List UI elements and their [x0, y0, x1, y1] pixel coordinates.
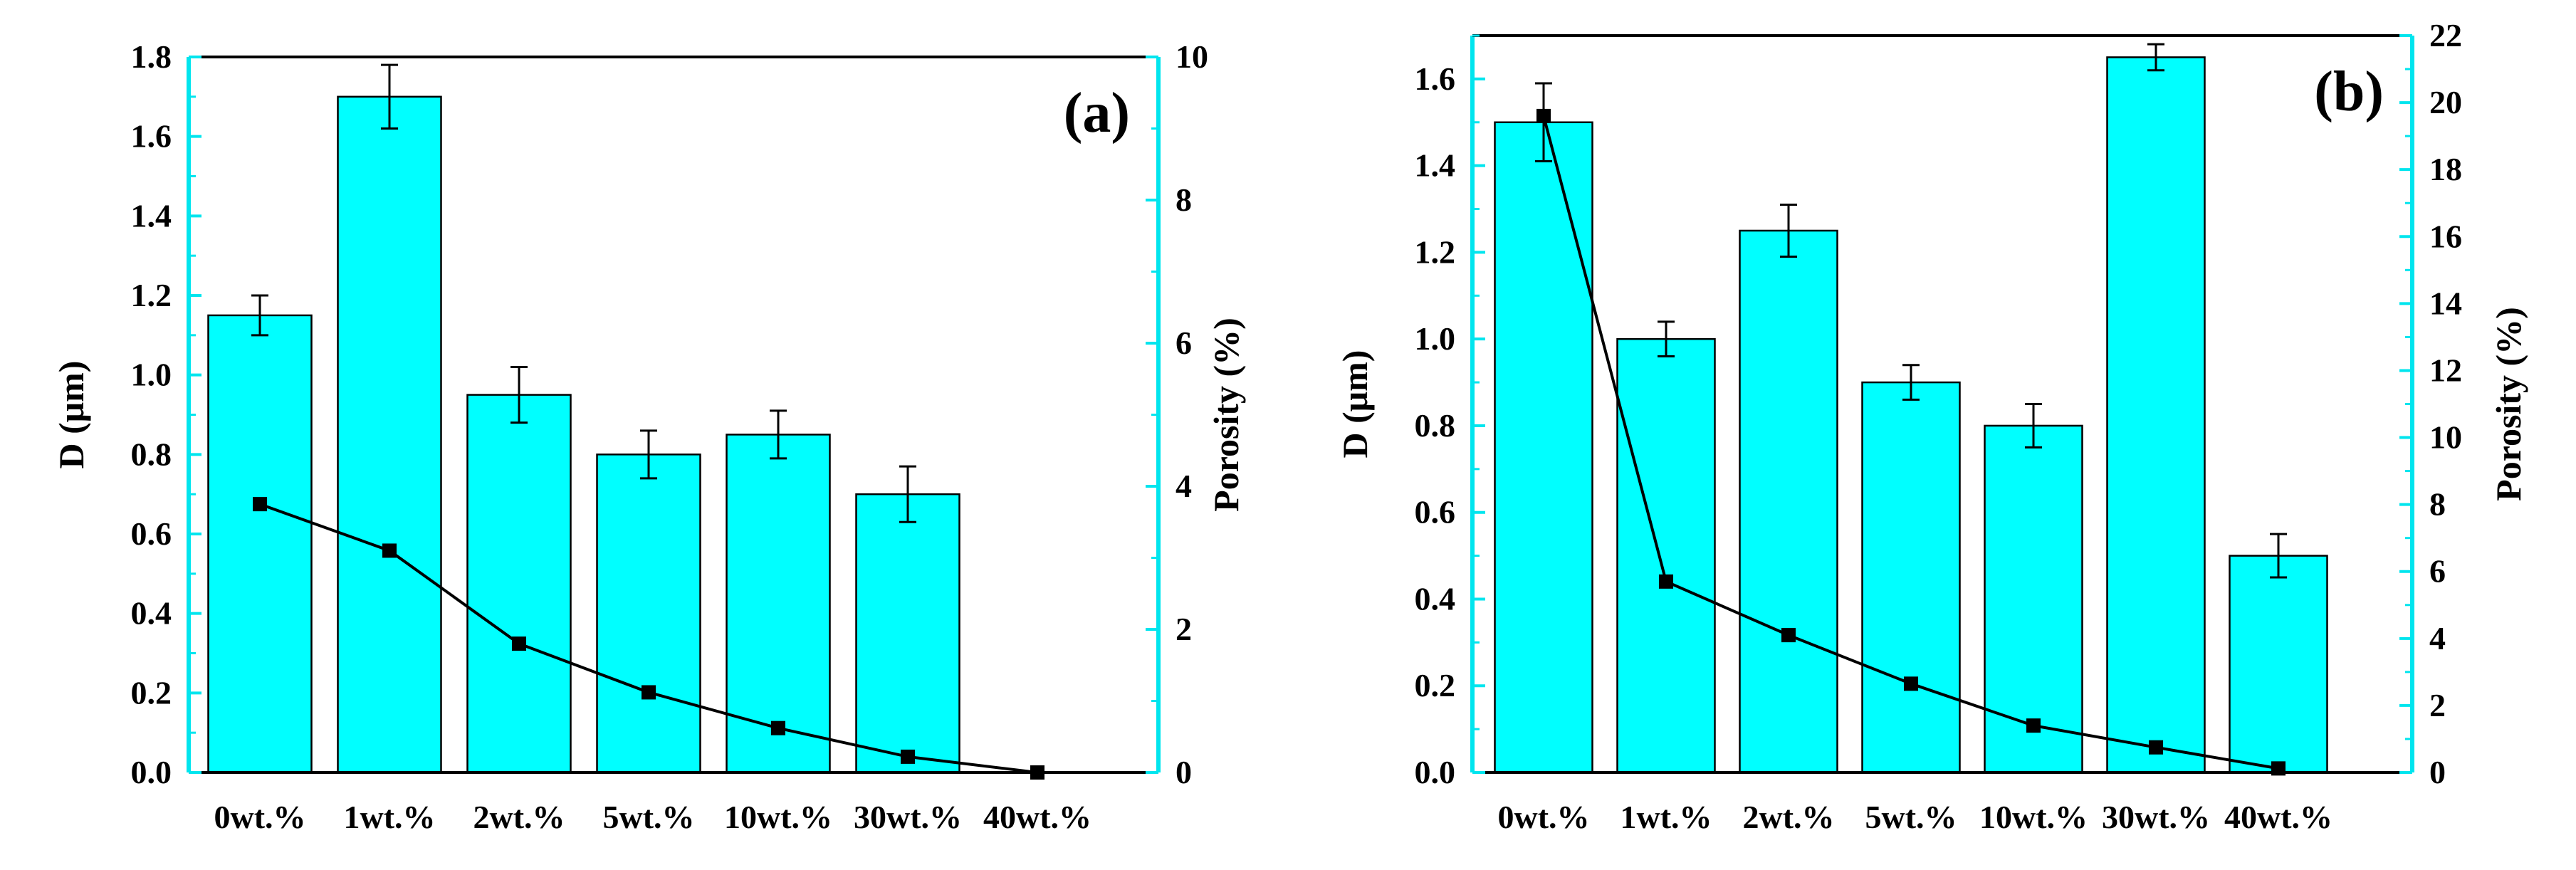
y-tick-label-right: 2 — [2429, 687, 2446, 723]
x-tick-label: 10wt.% — [724, 799, 832, 835]
error-bar — [1780, 203, 1797, 258]
y-tick-label-right: 14 — [2429, 285, 2462, 321]
x-tick-label: 5wt.% — [602, 799, 694, 835]
error-bar — [381, 63, 398, 130]
y-tick-label-left: 1.2 — [1415, 234, 1456, 270]
porosity-point — [382, 543, 397, 558]
y-tick-label-right: 0 — [2429, 754, 2446, 790]
y-tick-label-left: 0.8 — [131, 436, 172, 472]
chart-panel-a: (a) D (μm) Porosity (%) 0.0 0.2 0.4 0.6 0.8 1… — [51, 38, 1246, 835]
y-tick-label-right: 0 — [1176, 754, 1192, 790]
bar — [855, 493, 960, 774]
y-axis-title-left: D (μm) — [51, 361, 91, 469]
porosity-point — [642, 685, 656, 700]
y-axis-title-right: Porosity (%) — [1206, 318, 1246, 512]
error-bar — [1658, 320, 1675, 358]
x-tick-label: 2wt.% — [1742, 799, 1834, 835]
x-tick-label: 40wt.% — [983, 799, 1091, 835]
bar — [1616, 337, 1716, 774]
porosity-point — [1781, 628, 1796, 643]
y-tick-label-left: 0.4 — [1415, 580, 1456, 617]
y-tick-label-left: 0.6 — [1415, 494, 1456, 530]
y-tick-label-right: 2 — [1176, 611, 1192, 647]
y-tick-label-left: 0.0 — [131, 754, 172, 790]
bar — [466, 394, 572, 774]
x-tick-label: 0wt.% — [1497, 799, 1589, 835]
x-tick-label: 30wt.% — [854, 799, 962, 835]
error-bar — [2025, 403, 2042, 449]
y-tick-label-left: 1.6 — [131, 118, 172, 154]
y-tick-label-left: 1.4 — [1415, 147, 1456, 184]
y-tick-label-left: 0.0 — [1415, 754, 1456, 790]
y-tick-label-right: 10 — [1176, 38, 1208, 75]
error-bar — [2147, 43, 2164, 72]
bar — [1861, 381, 1961, 774]
bar — [207, 314, 313, 774]
y-tick-label-right: 4 — [1176, 468, 1192, 504]
panel-label: (a) — [1064, 82, 1130, 145]
y-tick-label-right: 20 — [2429, 84, 2462, 120]
error-bar — [899, 465, 916, 523]
y-tick-label-left: 0.6 — [131, 515, 172, 552]
y-tick-label-right: 12 — [2429, 352, 2462, 388]
x-tick-label: 40wt.% — [2224, 799, 2332, 835]
y-tick-label-left: 0.2 — [1415, 667, 1456, 703]
x-tick-label: 1wt.% — [1620, 799, 1712, 835]
x-tick-label: 10wt.% — [1979, 799, 2088, 835]
porosity-point — [253, 497, 267, 512]
x-tick-label: 30wt.% — [2102, 799, 2210, 835]
y-tick-label-right: 22 — [2429, 17, 2462, 53]
y-tick-label-left: 1.4 — [131, 197, 172, 234]
y-tick-label-left: 0.2 — [131, 674, 172, 711]
porosity-point — [2149, 740, 2163, 755]
porosity-point — [901, 749, 915, 764]
porosity-point — [771, 720, 785, 735]
x-tick-label: 2wt.% — [473, 799, 565, 835]
error-bar — [770, 409, 787, 460]
error-bar — [2270, 533, 2287, 579]
y-tick-label-right: 8 — [2429, 486, 2446, 523]
porosity-point — [1659, 574, 1673, 589]
y-axis-title-left: D (μm) — [1335, 350, 1375, 458]
y-tick-label-right: 10 — [2429, 419, 2462, 456]
y-tick-label-right: 6 — [2429, 553, 2446, 589]
porosity-point — [2026, 718, 2041, 733]
y-tick-label-left: 0.8 — [1415, 407, 1456, 444]
panel-label: (b) — [2314, 61, 2384, 123]
y-tick-label-right: 16 — [2429, 218, 2462, 254]
x-tick-label: 1wt.% — [343, 799, 435, 835]
y-tick-label-left: 1.0 — [131, 357, 172, 393]
error-bar — [511, 366, 528, 424]
y-tick-label-right: 4 — [2429, 620, 2446, 656]
y-tick-label-left: 1.8 — [131, 38, 172, 75]
bar — [596, 454, 701, 774]
bar — [2106, 56, 2206, 774]
chart-panel-b: (b) D (μm) Porosity (%) 0.0 0.2 0.4 0.6 0.8 1… — [1335, 17, 2528, 835]
y-tick-label-left: 0.4 — [131, 595, 172, 631]
y-axis-title-right: Porosity (%) — [2488, 307, 2528, 501]
y-tick-label-left: 1.2 — [131, 277, 172, 313]
error-bar — [1902, 364, 1920, 401]
error-bar — [640, 429, 657, 480]
bar — [337, 95, 442, 774]
bar — [2229, 555, 2328, 774]
x-tick-label: 5wt.% — [1865, 799, 1957, 835]
y-tick-label-left: 1.6 — [1415, 61, 1456, 97]
y-tick-label-left: 1.0 — [1415, 320, 1456, 357]
y-tick-label-right: 6 — [1176, 325, 1192, 361]
porosity-point — [512, 636, 526, 651]
bar — [1494, 121, 1593, 774]
y-tick-label-right: 8 — [1176, 182, 1192, 218]
bar — [1739, 229, 1838, 774]
porosity-point — [1536, 108, 1551, 123]
x-tick-label: 0wt.% — [214, 799, 305, 835]
y-tick-label-right: 18 — [2429, 151, 2462, 187]
porosity-point — [1904, 676, 1918, 691]
error-bar — [251, 294, 268, 337]
